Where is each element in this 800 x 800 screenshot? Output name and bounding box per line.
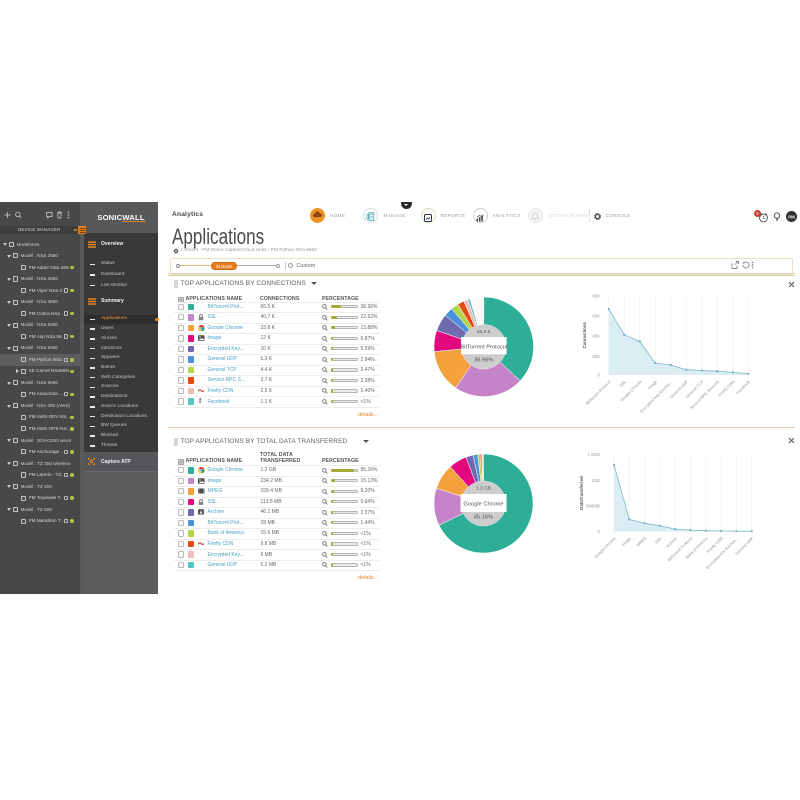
svg-text:BitTorrent Protocol: BitTorrent Protocol [460, 345, 507, 351]
svg-text:80K: 80K [592, 293, 600, 298]
svg-text:1.3 GB: 1.3 GB [476, 485, 491, 491]
svg-text:Connections: Connections [582, 321, 587, 348]
svg-text:PM: PM [788, 214, 795, 219]
svg-text:40K: 40K [592, 334, 600, 339]
svg-text:Google Chrome: Google Chrome [463, 501, 503, 507]
svg-text:Google Chrome: Google Chrome [593, 535, 617, 559]
svg-text:SSL: SSL [654, 535, 663, 544]
svg-text:1.5GB: 1.5GB [588, 452, 601, 457]
svg-text:Service RPC Services: Service RPC Services [689, 379, 720, 410]
svg-text:1GB: 1GB [591, 478, 600, 483]
svg-text:0: 0 [598, 529, 601, 534]
svg-text:SSL: SSL [618, 379, 627, 388]
svg-text:Image: Image [647, 379, 659, 391]
svg-text:Archive: Archive [665, 535, 679, 549]
svg-text:BitTorrent Protocol: BitTorrent Protocol [585, 379, 612, 406]
svg-text:60K: 60K [592, 314, 600, 319]
svg-text:Image: Image [621, 535, 633, 547]
svg-text:Facebook: Facebook [735, 379, 751, 395]
svg-text:6: 6 [756, 211, 759, 216]
svg-text:36.96%: 36.96% [474, 358, 493, 364]
svg-text:DataTransferred: DataTransferred [579, 476, 584, 510]
svg-text:500MB: 500MB [586, 503, 600, 508]
svg-text:20K: 20K [592, 354, 600, 359]
svg-text:MPEG: MPEG [635, 536, 647, 548]
svg-text:0: 0 [598, 373, 601, 378]
svg-text:66.5 K: 66.5 K [476, 329, 491, 335]
svg-text:Firefly CDN: Firefly CDN [717, 379, 735, 397]
svg-text:85.16%: 85.16% [474, 514, 493, 520]
